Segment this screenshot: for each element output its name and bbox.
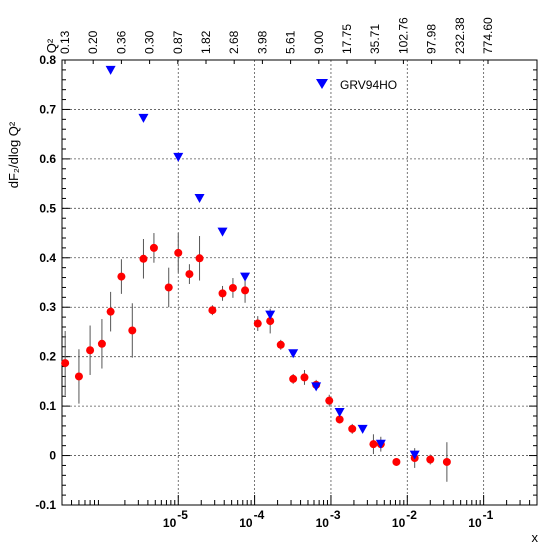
q2-label: 0.30 [143, 30, 157, 54]
data-point [253, 319, 262, 328]
data-point [149, 243, 158, 252]
y-tick-label: 0.3 [39, 300, 56, 314]
x-axis-title: x [532, 530, 539, 545]
x-tick-exponent: -2 [406, 508, 417, 522]
y-tick-label: -0.1 [35, 498, 56, 512]
data-point [289, 374, 298, 383]
grv94ho-point [138, 113, 149, 123]
grv94ho-point [288, 349, 299, 359]
data-point [164, 283, 173, 292]
data-point [117, 272, 126, 281]
grv94ho-point [311, 382, 322, 392]
data-point [86, 346, 95, 355]
ticks-layer [62, 59, 537, 506]
x-tick-label: 10 [239, 516, 253, 530]
grv94ho-point [240, 272, 251, 282]
q2-label: 9.00 [312, 30, 326, 54]
q2-label: 3.98 [255, 30, 269, 54]
x-tick-label: 10 [392, 516, 406, 530]
q2-label: 232.38 [453, 17, 467, 54]
labels-layer: -0.100.10.20.30.40.50.60.70.810-510-410-… [35, 17, 495, 530]
data-point [426, 455, 435, 464]
data-point [369, 440, 378, 449]
q2-label: 5.61 [284, 30, 298, 54]
grid-layer [62, 60, 537, 505]
grv94ho-point [194, 193, 205, 203]
data-point [442, 457, 451, 466]
data-point [300, 373, 309, 382]
data-point [185, 270, 194, 279]
marks-layer [61, 65, 451, 482]
data-point [139, 254, 148, 263]
data-point [106, 307, 115, 316]
q2-label: 102.76 [396, 17, 410, 54]
q2-label: 0.20 [86, 30, 100, 54]
q2-label: 35.71 [368, 24, 382, 54]
x-tick-exponent: -4 [254, 508, 265, 522]
q2-label: 17.75 [340, 24, 354, 54]
x-tick-label: 10 [163, 516, 177, 530]
y-tick-label: 0.2 [39, 350, 56, 364]
data-point [97, 339, 106, 348]
q2-label: 2.68 [227, 30, 241, 54]
grv94ho-point [265, 310, 276, 320]
grv94ho-point [409, 450, 420, 460]
q2-label: 0.87 [171, 30, 185, 54]
data-point [61, 359, 70, 368]
y-tick-label: 0.4 [39, 251, 56, 265]
x-tick-exponent: -1 [483, 508, 494, 522]
grv94ho-point [217, 227, 228, 237]
data-point [348, 424, 357, 433]
legend: GRV94HO [316, 78, 397, 92]
legend-label: GRV94HO [340, 78, 397, 92]
legend-marker [316, 79, 328, 89]
data-point [128, 326, 137, 335]
y-tick-label: 0.5 [39, 201, 56, 215]
grv94ho-point [334, 408, 345, 418]
data-point [266, 317, 275, 326]
top-axis-title: Q² [44, 38, 59, 53]
q2-label: 774.60 [481, 17, 495, 54]
data-point [174, 248, 183, 257]
data-point [74, 372, 83, 381]
y-tick-label: 0.7 [39, 102, 56, 116]
y-tick-label: 0.6 [39, 152, 56, 166]
data-point [195, 254, 204, 263]
x-tick-label: 10 [468, 516, 482, 530]
grv94ho-point [105, 65, 116, 75]
y-tick-label: 0.8 [39, 53, 56, 67]
q2-label: 1.82 [199, 30, 213, 54]
data-point [392, 457, 401, 466]
x-tick-label: 10 [316, 516, 330, 530]
x-tick-exponent: -3 [330, 508, 341, 522]
data-point [241, 286, 250, 295]
y-axis-title: dF₂/dlog Q² [6, 121, 21, 188]
data-point [208, 306, 217, 315]
q2-label: 0.36 [114, 30, 128, 54]
data-point [218, 289, 227, 298]
data-point [276, 340, 285, 349]
y-tick-label: 0 [49, 449, 56, 463]
data-point [228, 283, 237, 292]
y-tick-label: 0.1 [39, 399, 56, 413]
x-tick-exponent: -5 [177, 508, 188, 522]
q2-label: 97.98 [425, 24, 439, 54]
data-point [325, 396, 334, 405]
plot-frame [61, 59, 538, 506]
q2-label: 0.13 [58, 30, 72, 54]
data-point [335, 415, 344, 424]
grv94ho-point [357, 424, 368, 434]
grv94ho-point [375, 439, 386, 449]
grv94ho-point [173, 152, 184, 162]
